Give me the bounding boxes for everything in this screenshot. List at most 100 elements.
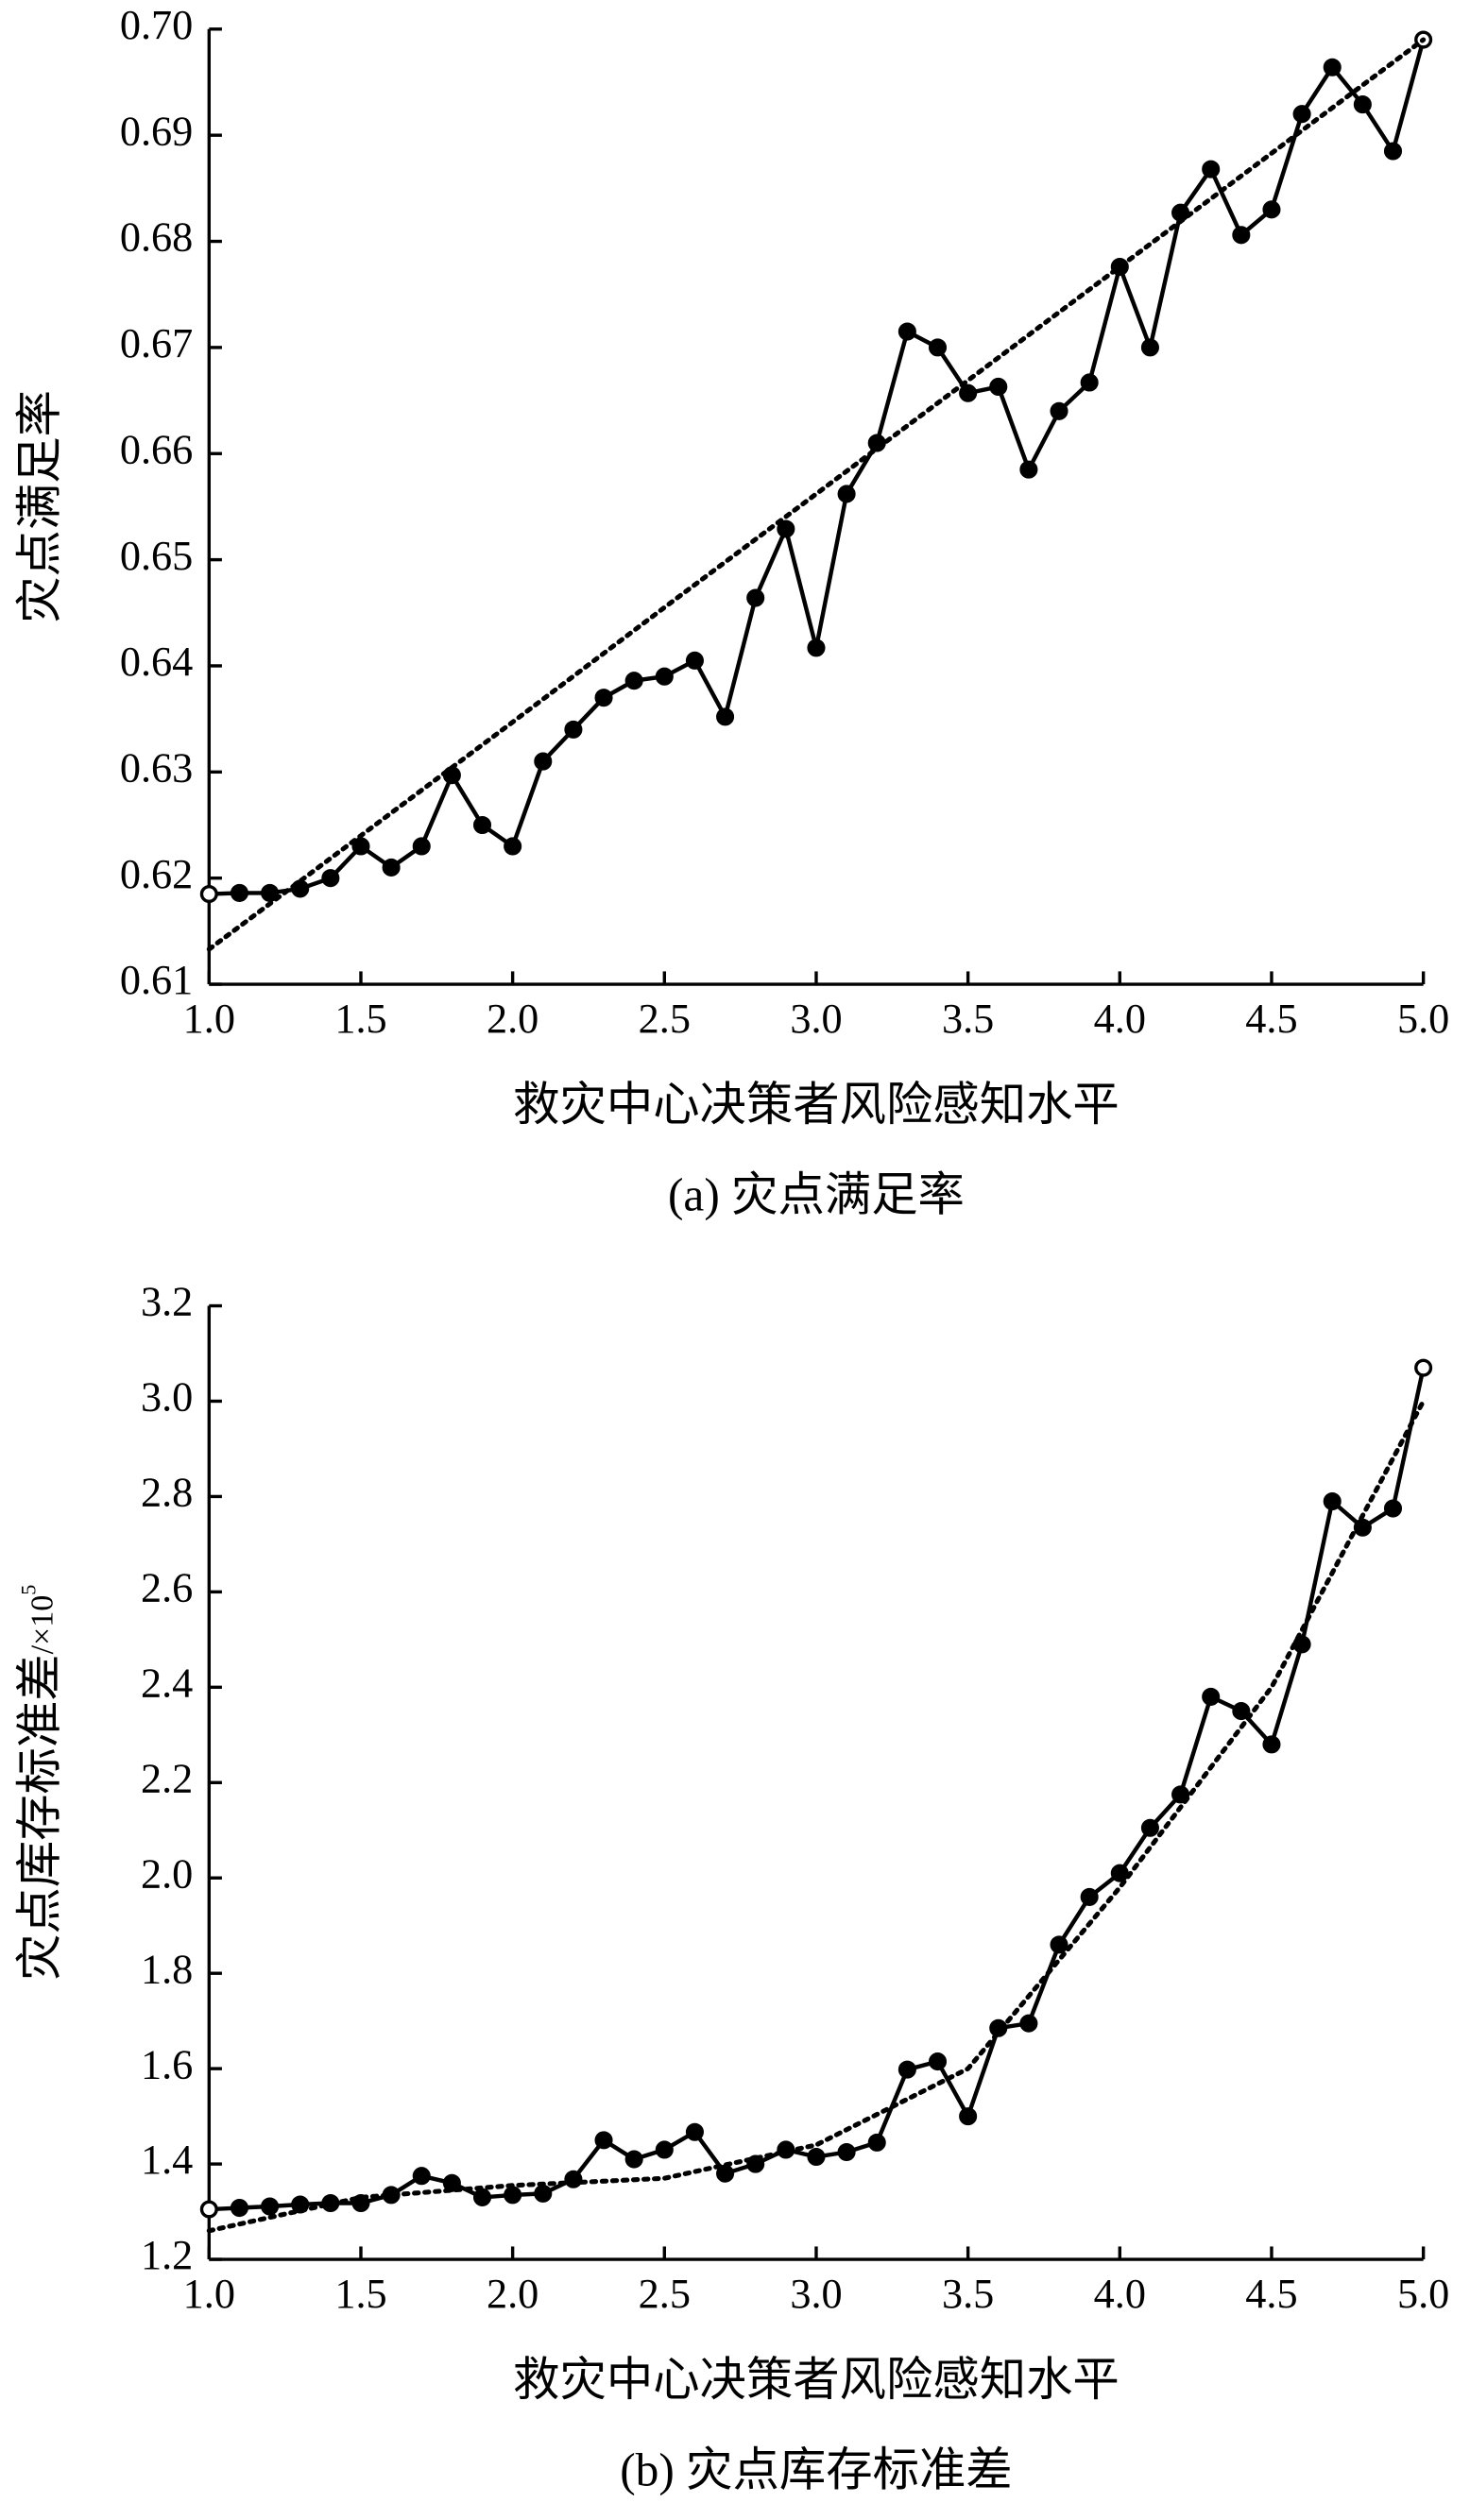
data-point xyxy=(897,2060,916,2079)
data-point xyxy=(1383,142,1403,161)
x-tick-label: 4.5 xyxy=(1245,996,1297,1042)
y-tick-label: 0.62 xyxy=(120,851,193,897)
data-point xyxy=(1383,1499,1403,1518)
data-point xyxy=(807,2147,826,2167)
data-point xyxy=(1019,460,1038,479)
data-point xyxy=(807,639,826,657)
data-point xyxy=(230,883,248,902)
data-point xyxy=(594,2131,613,2150)
x-tick-label: 4.0 xyxy=(1094,2271,1146,2317)
x-tick-label: 5.0 xyxy=(1397,2271,1449,2317)
y-tick-label: 0.70 xyxy=(120,2,193,48)
y-tick-label: 2.4 xyxy=(141,1660,193,1706)
x-tick-label: 1.0 xyxy=(183,2271,235,2317)
data-point xyxy=(685,651,704,670)
x-tick-label: 2.0 xyxy=(487,996,538,1042)
y-axis-label: 灾点满足率 xyxy=(14,390,66,623)
data-point xyxy=(1110,1864,1129,1882)
data-point xyxy=(594,689,613,707)
trend-line xyxy=(206,37,1427,952)
y-tick-label: 1.8 xyxy=(141,1946,193,1992)
y-tick-label: 0.65 xyxy=(120,533,193,579)
y-tick-label: 2.6 xyxy=(141,1565,193,1611)
y-tick-label: 2.2 xyxy=(141,1755,193,1801)
y-tick-label: 0.67 xyxy=(120,320,193,366)
y-axis-label-text: 灾点满足率 xyxy=(14,390,66,623)
data-point xyxy=(1262,1735,1281,1754)
y-axis-label: 灾点库存标准差/×105 xyxy=(14,1585,66,1981)
data-point xyxy=(928,2052,948,2071)
data-point xyxy=(261,883,280,902)
data-point xyxy=(867,2133,886,2152)
data-point xyxy=(655,667,674,686)
y-axis-label-text: 灾点库存标准差 xyxy=(14,1654,66,1981)
x-tick-label: 3.0 xyxy=(790,2271,842,2317)
data-point xyxy=(199,884,218,904)
data-point xyxy=(1292,105,1311,124)
x-tick-label: 5.0 xyxy=(1397,996,1449,1042)
trend-line xyxy=(206,1398,1427,2234)
data-point xyxy=(1202,1687,1221,1706)
y-tick-label: 0.68 xyxy=(120,214,193,261)
y-tick-label: 1.4 xyxy=(141,2137,193,2183)
x-tick-label: 1.0 xyxy=(183,996,235,1042)
data-point xyxy=(230,2198,248,2218)
data-point xyxy=(624,672,643,690)
data-point xyxy=(504,2186,522,2205)
data-point xyxy=(685,2122,704,2141)
data-point xyxy=(1232,226,1251,245)
data-point xyxy=(1140,338,1159,357)
data-point xyxy=(777,519,795,538)
x-tick-label: 2.5 xyxy=(639,2271,691,2317)
data-point xyxy=(928,338,948,357)
data-point xyxy=(564,720,583,739)
data-point xyxy=(534,752,553,771)
x-tick-label: 2.5 xyxy=(639,996,691,1042)
y-tick-label: 0.66 xyxy=(120,426,193,472)
x-tick-label: 1.5 xyxy=(334,2271,386,2317)
data-point xyxy=(1050,401,1068,420)
data-point xyxy=(472,815,492,835)
y-axis-unit: /×10 xyxy=(25,1595,60,1655)
data-point xyxy=(504,837,522,856)
data-point xyxy=(1323,1491,1342,1511)
data-point xyxy=(1232,1702,1251,1721)
y-tick-label: 0.64 xyxy=(120,639,193,685)
y-tick-label: 0.69 xyxy=(120,108,193,154)
data-point xyxy=(837,485,856,503)
x-tick-label: 4.5 xyxy=(1245,2271,1297,2317)
chart: 1.2 1.4 1.6 1.8 2.0 2.2 2.4 2.6 2.8 3.0 3.2 1.0 1.5 2… xyxy=(14,1279,1449,2496)
data-point xyxy=(624,2150,643,2169)
data-point xyxy=(534,2184,553,2203)
data-point xyxy=(959,383,978,402)
data-point xyxy=(472,2188,492,2206)
x-tick-label: 3.5 xyxy=(942,996,994,1042)
x-tick-label: 2.0 xyxy=(487,2271,538,2317)
caption: (b) 灾点库存标准差 xyxy=(620,2443,1012,2495)
data-point xyxy=(412,837,431,856)
data-point xyxy=(1414,1358,1433,1377)
x-tick-label: 1.5 xyxy=(334,996,386,1042)
data-point xyxy=(321,869,340,888)
caption: (a) 灾点满足率 xyxy=(668,1168,965,1220)
x-axis-label: 救灾中心决策者风险感知水平 xyxy=(513,1079,1120,1131)
y-axis-unit-exp: 5 xyxy=(16,1585,40,1595)
y-tick-label: 1.2 xyxy=(141,2232,193,2278)
data-point xyxy=(1171,1785,1190,1804)
y-tick-label: 1.6 xyxy=(141,2041,193,2087)
x-tick-label: 4.0 xyxy=(1094,996,1146,1042)
x-tick-label: 3.0 xyxy=(790,996,842,1042)
data-point xyxy=(199,2200,218,2219)
data-point xyxy=(1171,203,1190,222)
y-tick-label: 3.0 xyxy=(141,1374,193,1421)
data-point xyxy=(382,858,401,877)
y-tick-label: 3.2 xyxy=(141,1279,193,1325)
data-point xyxy=(1050,1935,1068,1954)
data-point xyxy=(837,2142,856,2162)
data-point xyxy=(1323,58,1342,77)
data-point xyxy=(351,837,370,856)
data-point xyxy=(716,707,735,726)
data-point xyxy=(412,2167,431,2186)
data-point xyxy=(1019,2014,1038,2033)
